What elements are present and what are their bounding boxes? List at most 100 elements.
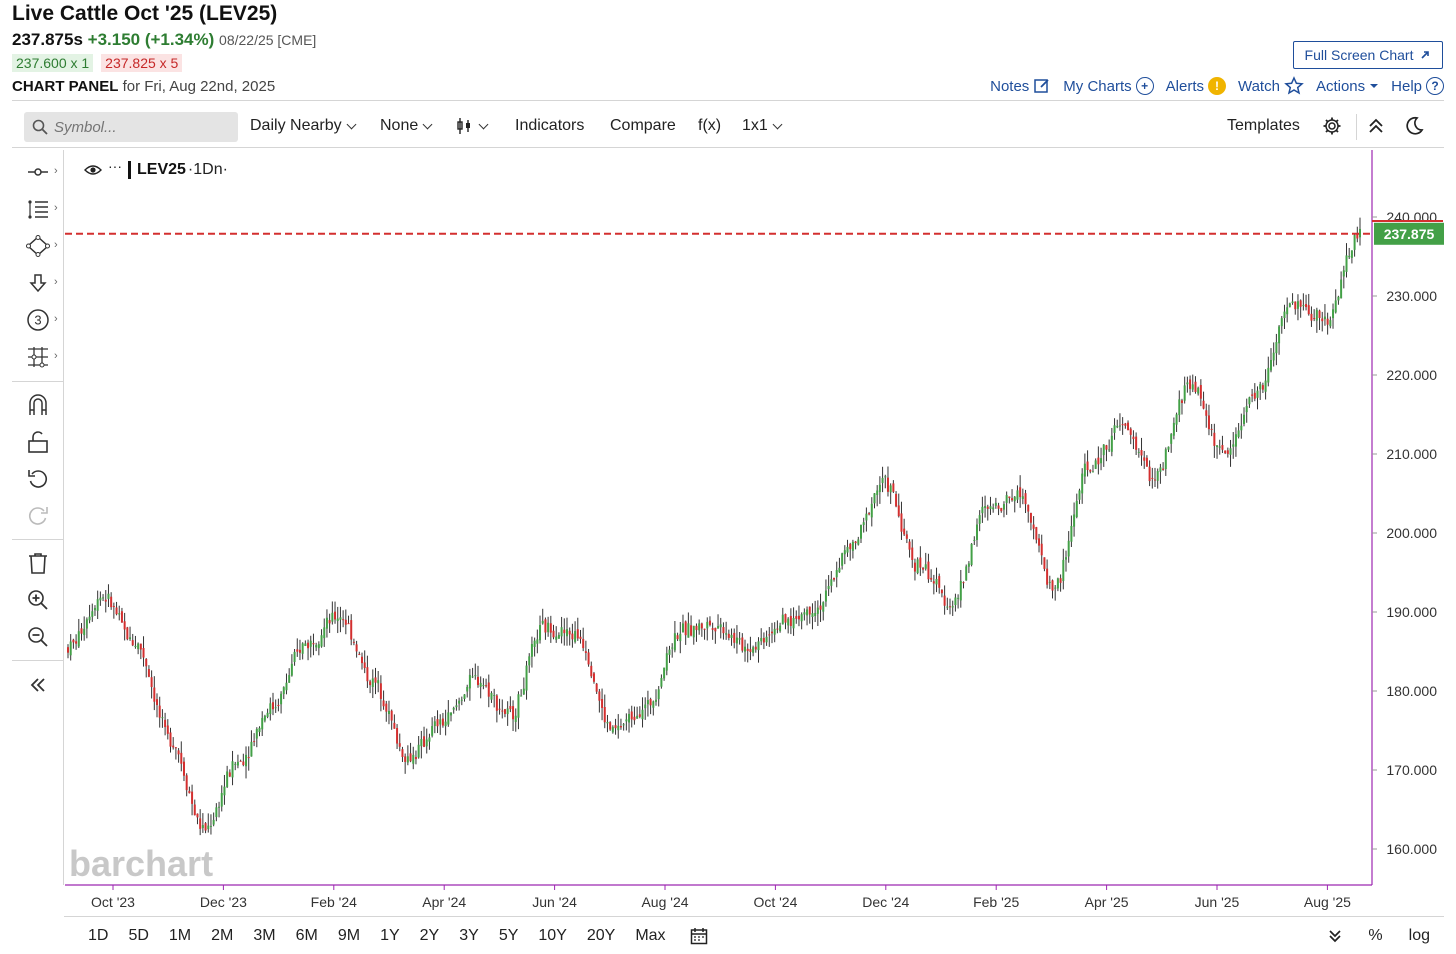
help-label: Help [1391,77,1422,95]
candle [1054,585,1057,601]
timeframe-3m[interactable]: 3M [253,927,276,944]
counter-tool[interactable]: 3 [24,307,52,333]
symbol-search[interactable] [24,112,238,142]
timeframe-2m[interactable]: 2M [211,927,234,944]
full-screen-chart-button[interactable]: Full Screen Chart [1293,41,1443,69]
candle [1191,374,1194,393]
candle [102,594,105,602]
timeframe-9m[interactable]: 9M [337,927,361,944]
legend-interval: ·1Dn· [187,161,228,178]
candle [1323,304,1326,326]
none-dropdown[interactable]: None [380,117,433,135]
timeframe-20y[interactable]: 20Y [586,927,616,944]
timeframe-6m[interactable]: 6M [295,927,318,944]
timeframe-5d[interactable]: 5D [128,927,149,944]
lock-tool[interactable] [24,429,52,455]
last-price-tag [1374,222,1444,245]
eye-icon[interactable] [84,164,102,176]
chevron-right-icon[interactable]: › [54,313,58,325]
settings-button[interactable] [1322,116,1342,136]
help-button[interactable]: Help ? [1391,77,1444,95]
compare-button[interactable]: Compare [610,117,676,135]
candle [919,546,922,576]
candle [1248,396,1251,408]
timeframe-1y[interactable]: 1Y [380,927,400,944]
candle [506,701,509,726]
redo-button[interactable] [24,503,52,529]
candle [959,569,962,608]
chevron-right-icon[interactable]: › [54,165,58,177]
actions-button[interactable]: Actions [1316,78,1379,95]
candle [396,724,399,749]
calendar-button[interactable] [690,927,708,945]
candle [1251,388,1254,403]
actions-label: Actions [1315,77,1366,95]
candle [973,536,976,546]
chevron-right-icon[interactable]: › [54,276,58,288]
collapse-header-button[interactable] [1368,117,1384,135]
candle [811,603,814,630]
y-tick-label: 200.000 [1386,525,1437,541]
zoom-out-button[interactable] [24,624,52,650]
arrow-tool[interactable] [24,270,52,296]
notes-button[interactable]: Notes [990,77,1051,95]
alerts-button[interactable]: Alerts ! [1166,77,1226,95]
measure-tool[interactable] [24,344,52,370]
chevron-right-icon[interactable]: › [54,202,58,214]
delete-drawings-button[interactable] [24,550,52,576]
candle [479,676,482,699]
candle [1016,485,1019,504]
undo-button[interactable] [24,466,52,492]
candle [371,669,374,699]
candle [1000,507,1003,513]
symbol-input[interactable] [54,118,224,136]
log-scale-button[interactable]: log [1408,927,1430,944]
candle [1183,376,1186,404]
timeframe-1m[interactable]: 1M [168,927,192,944]
candle [1234,427,1237,457]
candle [447,700,450,727]
candle [601,688,604,721]
timeframe-3y[interactable]: 3Y [459,927,479,944]
zoom-in-button[interactable] [24,587,52,613]
candle [1272,342,1275,367]
dark-mode-button[interactable] [1404,116,1424,136]
candle [1313,309,1316,322]
daily-nearby-dropdown[interactable]: Daily Nearby [250,117,357,135]
candle [112,602,115,619]
timeframe-2y[interactable]: 2Y [419,927,440,944]
my-charts-button[interactable]: My Charts + [1063,77,1154,95]
fib-tool[interactable] [24,196,52,222]
candle [271,692,274,716]
watch-button[interactable]: Watch [1238,76,1304,96]
collapse-sidebar-button[interactable] [24,672,52,698]
templates-button[interactable]: Templates [1227,117,1300,135]
layout-dropdown[interactable]: 1x1 [742,117,783,135]
candle [1259,381,1262,400]
candle [628,708,631,733]
line-tool[interactable] [24,159,52,185]
candle [255,727,258,748]
candle [749,636,752,661]
x-tick-label: Dec '24 [862,894,909,910]
timeframe-1d[interactable]: 1D [88,927,109,944]
fx-button[interactable]: f(x) [698,117,721,135]
shape-tool[interactable] [24,233,52,259]
candle [293,649,296,666]
candle [139,643,142,660]
line-tool-icon [28,168,48,176]
chevron-right-icon[interactable]: › [54,239,58,251]
timeframe-10y[interactable]: 10Y [538,927,567,944]
candle [1140,437,1143,466]
indicators-button[interactable]: Indicators [515,117,584,135]
timeframe-5y[interactable]: 5Y [498,927,519,944]
chevron-right-icon[interactable]: › [54,350,58,362]
chart-type-dropdown[interactable] [456,117,489,135]
magnet-tool[interactable] [24,392,52,418]
double-chevron-down-icon[interactable] [1328,929,1342,943]
candle [770,622,773,644]
timeframe-max[interactable]: Max [635,927,666,944]
percent-scale-button[interactable]: % [1368,927,1383,944]
more-icon[interactable]: ··· [108,158,122,174]
